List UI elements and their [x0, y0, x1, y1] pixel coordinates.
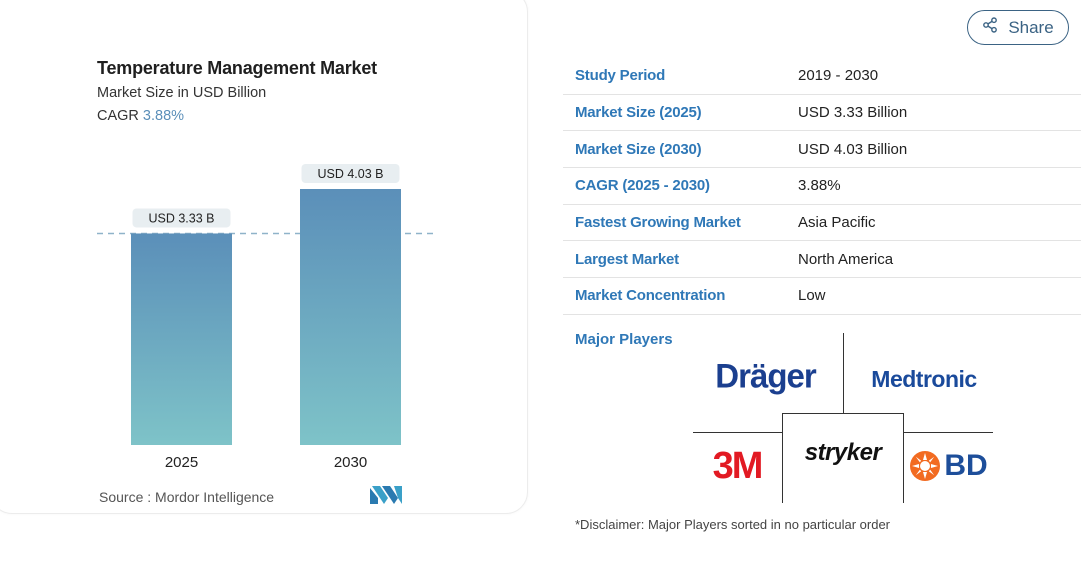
stat-row-largest-market: Largest Market North America — [563, 241, 1081, 279]
stat-row-study-period: Study Period 2019 - 2030 — [563, 58, 1081, 95]
divider — [782, 413, 783, 503]
chart-cagr: CAGR 3.88% — [97, 108, 184, 124]
stat-value: USD 4.03 Billion — [798, 140, 908, 158]
stat-value: North America — [798, 250, 894, 268]
medtronic-logo: Medtronic — [871, 365, 977, 392]
stat-label: Market Size (2025) — [575, 104, 702, 122]
divider — [693, 432, 782, 433]
stat-value: 2019 - 2030 — [798, 67, 879, 85]
data-label-bg — [132, 208, 231, 228]
stat-row-cagr: CAGR (2025 - 2030) 3.88% — [563, 168, 1081, 205]
mordor-logo-icon — [370, 486, 402, 509]
major-players-grid: Dräger Medtronic 3M stryker BD — [693, 333, 993, 503]
data-label-bg — [301, 164, 400, 183]
stat-label: Fastest Growing Market — [575, 214, 741, 232]
stat-row-market-size-2025: Market Size (2025) USD 3.33 Billion — [563, 95, 1081, 132]
stat-label: Market Size (2030) — [575, 140, 702, 158]
stat-label: CAGR (2025 - 2030) — [575, 177, 710, 195]
bd-sun-icon — [910, 451, 941, 481]
stryker-logo: stryker — [804, 439, 882, 466]
divider — [843, 333, 844, 413]
stat-value: USD 3.33 Billion — [798, 104, 908, 122]
cagr-label: CAGR — [97, 108, 139, 124]
cagr-value: 3.88% — [142, 108, 185, 124]
bd-logo: BD — [905, 445, 993, 487]
bar-2030 — [300, 189, 401, 445]
market-stats-table: Study Period 2019 - 2030 Market Size (20… — [563, 58, 1081, 315]
data-label: USD 3.33 B — [148, 211, 214, 225]
bd-logo-text: BD — [944, 449, 988, 482]
drager-logo: Dräger — [715, 356, 816, 395]
x-tick-label: 2025 — [165, 454, 198, 471]
share-button[interactable]: Share — [967, 10, 1069, 45]
stat-row-market-concentration: Market Concentration Low — [563, 278, 1081, 315]
divider — [782, 413, 904, 414]
stat-value: 3.88% — [798, 177, 841, 195]
chart-card — [0, 0, 528, 514]
divider — [903, 432, 993, 433]
chart-title: Temperature Management Market — [97, 58, 377, 78]
chart-source: Source : Mordor Intelligence — [99, 489, 275, 505]
chart-subtitle: Market Size in USD Billion — [97, 85, 267, 101]
bar-chart: USD 3.33 B 2025 USD 4.03 B 2030 — [97, 164, 438, 471]
divider — [903, 413, 904, 503]
stat-label: Largest Market — [575, 250, 679, 268]
major-players-label: Major Players — [575, 331, 673, 348]
bar-2025 — [131, 233, 232, 445]
x-tick-label: 2030 — [334, 454, 367, 471]
stat-label: Study Period — [575, 67, 666, 85]
share-label: Share — [1008, 17, 1054, 37]
data-label: USD 4.03 B — [317, 167, 383, 181]
disclaimer: *Disclaimer: Major Players sorted in no … — [575, 517, 891, 532]
stat-value: Asia Pacific — [798, 214, 876, 232]
stat-label: Market Concentration — [575, 287, 726, 305]
stat-row-fastest-growing: Fastest Growing Market Asia Pacific — [563, 205, 1081, 242]
share-icon — [982, 17, 998, 38]
3m-logo: 3M — [712, 444, 764, 487]
stat-value: Low — [798, 287, 826, 305]
stat-row-market-size-2030: Market Size (2030) USD 4.03 Billion — [563, 131, 1081, 169]
